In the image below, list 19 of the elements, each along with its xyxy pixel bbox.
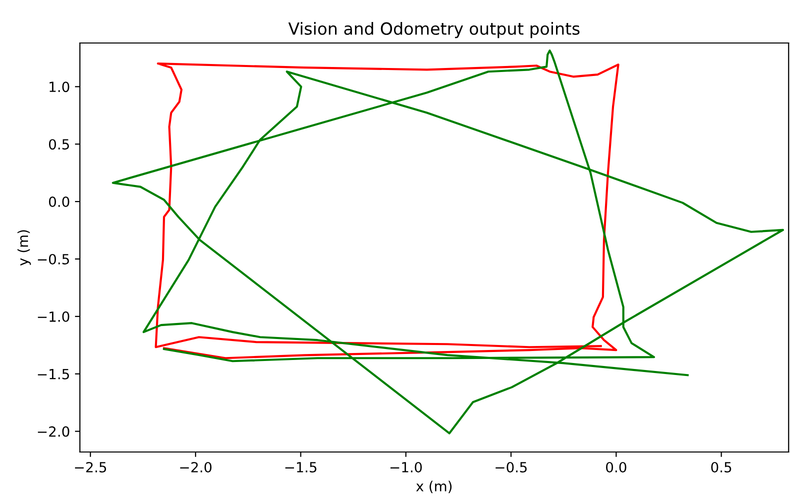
y-axis-title: y (m) [17, 230, 31, 266]
x-tick-label: 0.5 [711, 462, 732, 472]
y-tick-label: 0.0 [48, 196, 70, 208]
y-tick-label: −1.0 [38, 311, 70, 322]
x-tick-label: −1.0 [390, 462, 422, 472]
y-tick-label: 0.5 [48, 139, 69, 150]
x-tick-label: −1.5 [285, 462, 316, 472]
y-tick-label: −1.5 [38, 369, 69, 380]
x-tick-label: −2.0 [180, 462, 212, 472]
x-tick-label: 0.0 [606, 462, 626, 472]
line-series [154, 62, 620, 360]
x-axis-title: x (m) [416, 480, 452, 494]
chart-title: Vision and Odometry output points [288, 22, 580, 38]
line-series [112, 50, 784, 434]
y-tick-label: 1.0 [50, 82, 70, 92]
y-tick-label: −2.0 [38, 426, 70, 437]
x-tick-label: −0.5 [496, 462, 527, 472]
y-tick-label: −0.5 [38, 254, 69, 264]
x-tick-label: −2.5 [75, 462, 106, 472]
